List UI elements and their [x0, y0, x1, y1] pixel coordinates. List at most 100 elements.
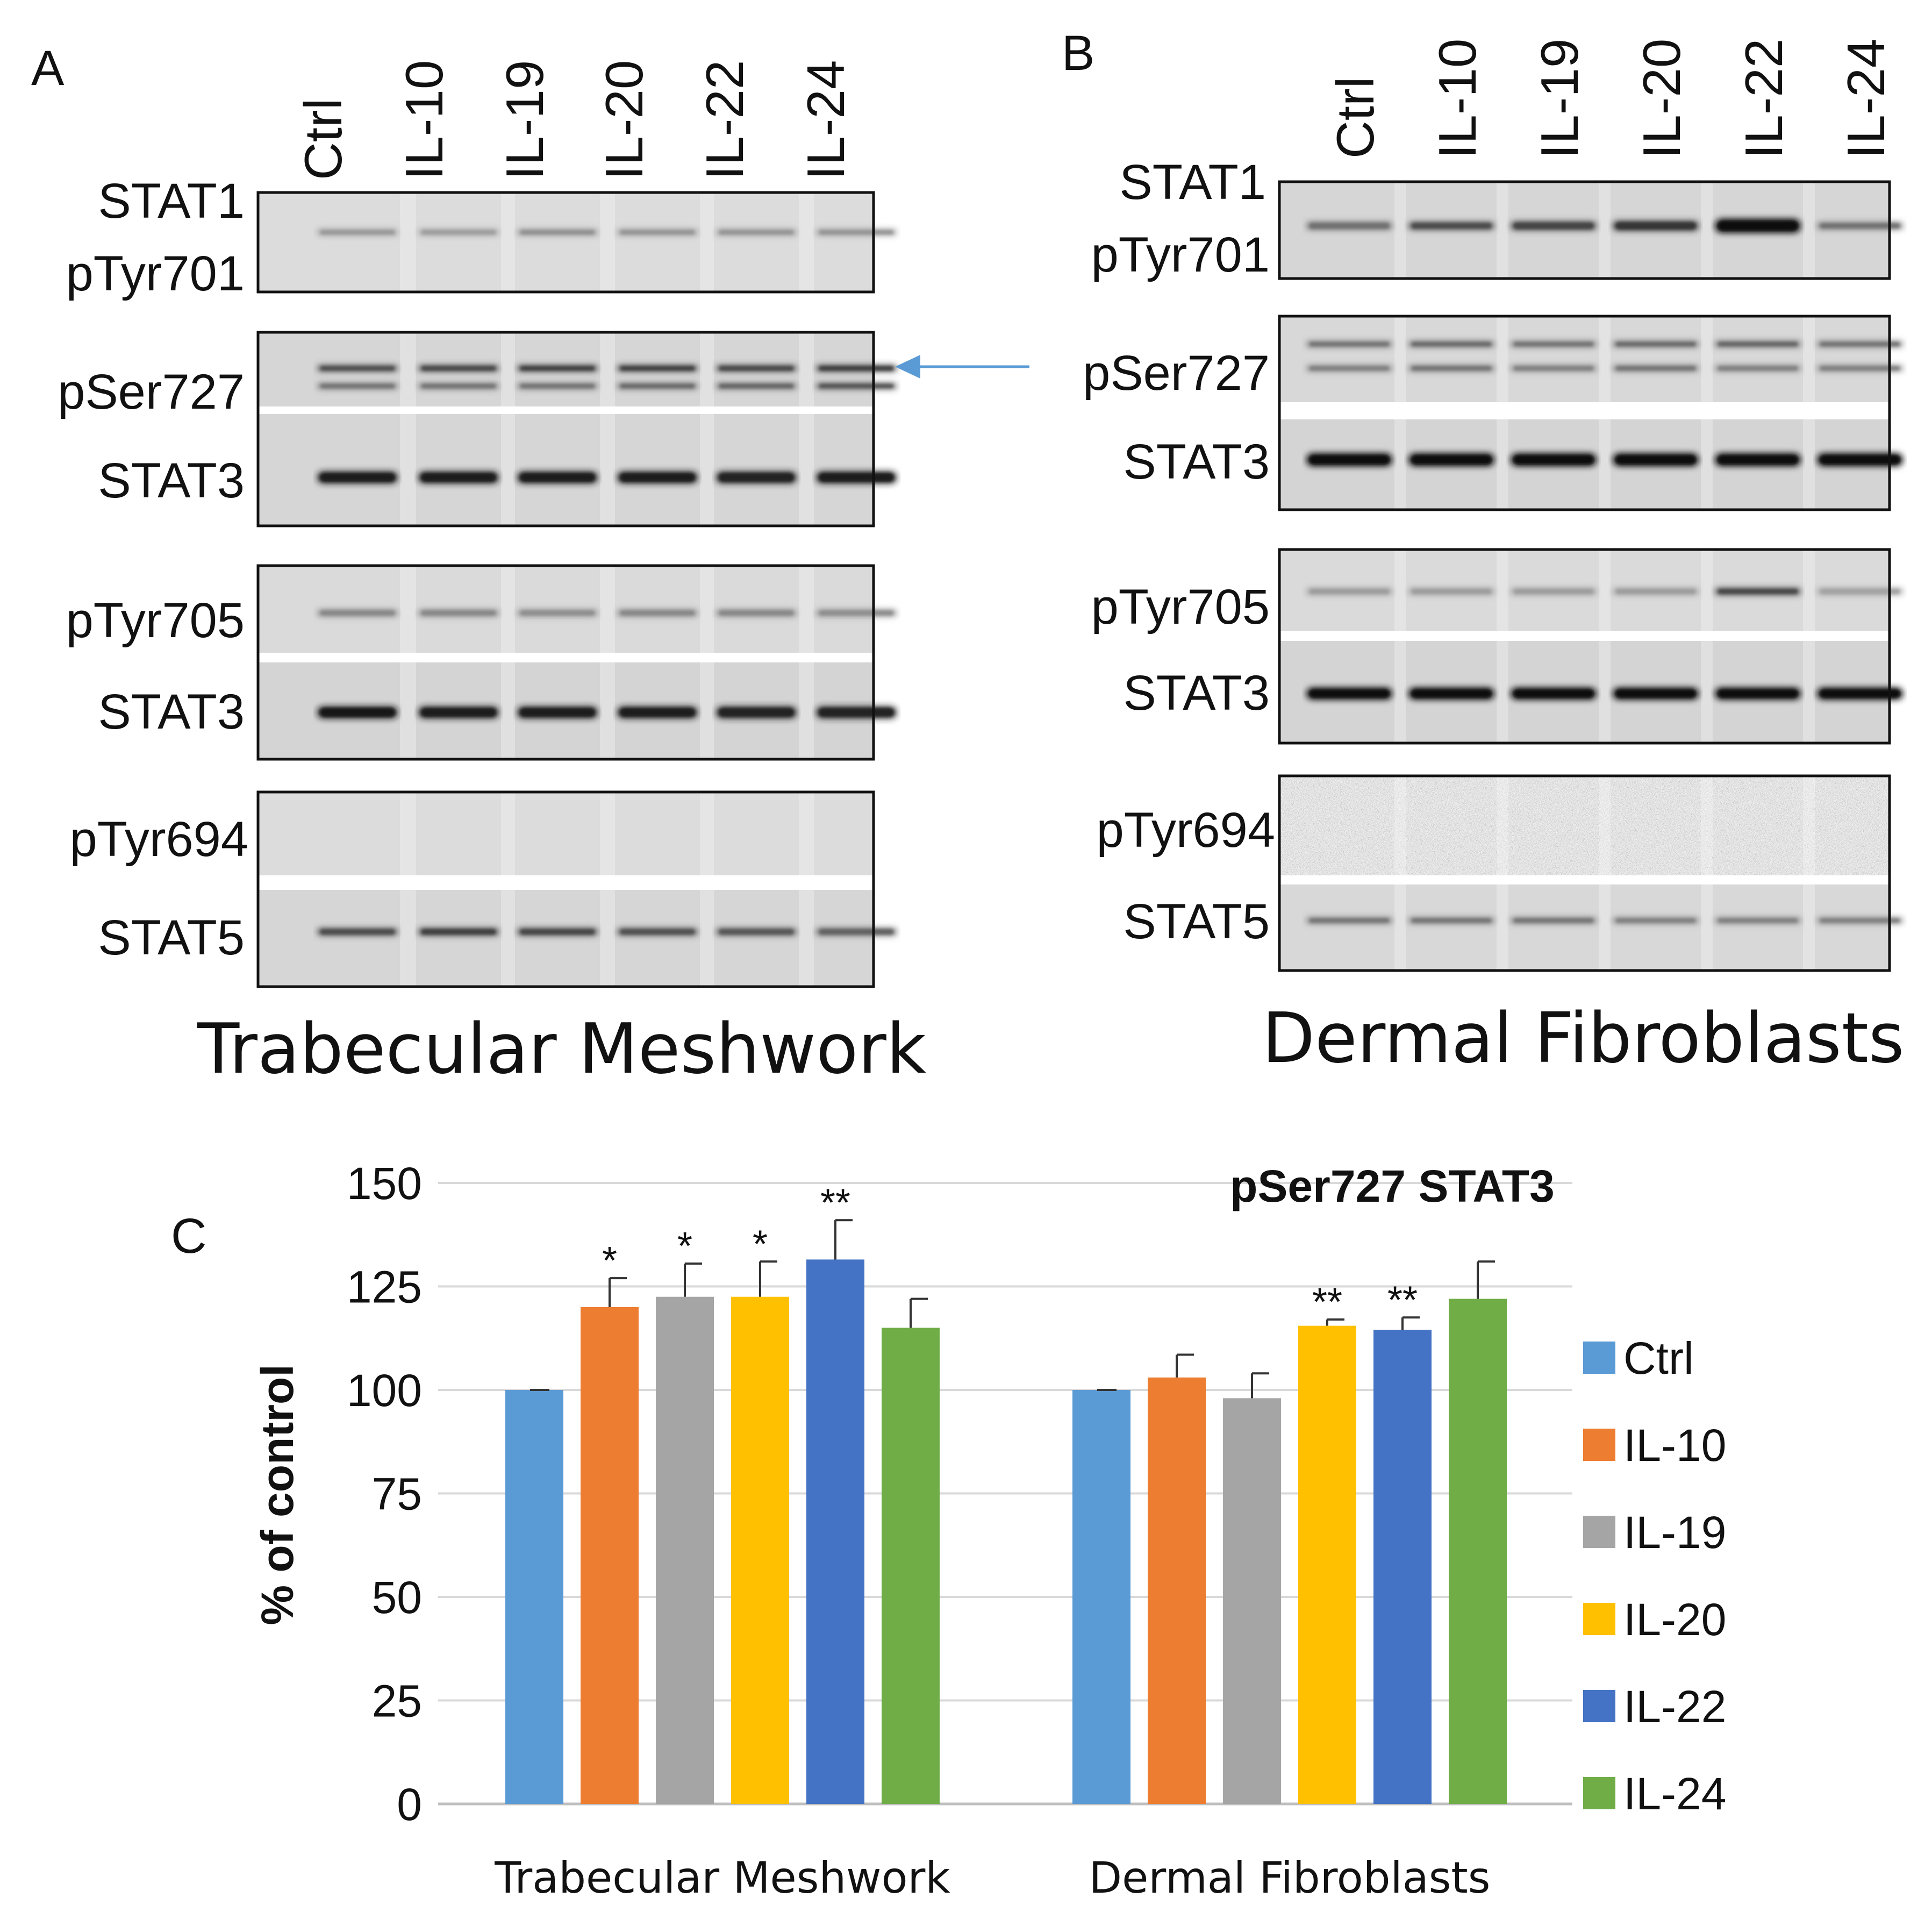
legend-swatch — [1583, 1516, 1615, 1548]
blot-band-core — [421, 366, 496, 370]
panel-a-blot-label: STAT3 — [98, 684, 245, 739]
panel-a-blot-label: pTyr694 — [70, 812, 248, 867]
blot-band-core — [1820, 224, 1900, 228]
lane-gap — [1701, 641, 1713, 743]
blot-band-core — [819, 384, 893, 388]
y-tick-label: 25 — [372, 1676, 422, 1726]
blot-band-core — [719, 366, 793, 370]
lane-gap — [1497, 316, 1508, 402]
panel-a-blot-label: STAT5 — [98, 910, 245, 965]
panel-a-blot-label: STAT1 — [98, 174, 245, 229]
lane-gap — [700, 414, 714, 526]
panel-b-blot-group — [1278, 180, 1903, 972]
panel-b-blot-label: STAT1 — [1119, 155, 1266, 210]
blot-band-core — [1412, 455, 1491, 464]
x-category-label: Trabecular Meshwork — [494, 1853, 950, 1903]
lane-gap — [600, 890, 615, 987]
bar — [581, 1307, 639, 1804]
blot-frame — [1278, 180, 1891, 280]
lane-gap — [1497, 776, 1508, 875]
blot-band-core — [1616, 589, 1695, 594]
western-blots — [256, 180, 1903, 988]
lane-gap — [600, 662, 615, 759]
lane-gap — [799, 890, 814, 987]
panel-b-lane-label: IL-10 — [1428, 39, 1487, 159]
lane-gap — [1394, 776, 1406, 875]
blot-band-core — [620, 384, 695, 388]
lane-gap — [1599, 550, 1611, 631]
panel-a-blot-labels: STAT1 pTyr701 pSer727 STAT3 pTyr705 STAT… — [58, 174, 248, 965]
panel-a-lane-label: IL-22 — [695, 60, 754, 180]
blot-frame — [256, 191, 875, 294]
lane-gap — [501, 332, 515, 406]
blot-band-core — [1718, 455, 1798, 464]
blot-strip — [258, 792, 874, 875]
lane-gap — [700, 192, 714, 292]
y-tick-label: 50 — [372, 1572, 422, 1623]
blot-band-core — [719, 708, 793, 717]
lane-gap — [1701, 316, 1713, 402]
blot-band-core — [819, 473, 893, 482]
legend-swatch — [1583, 1429, 1615, 1461]
lane-gap — [400, 890, 416, 987]
blot-band-core — [1310, 689, 1389, 698]
lane-gap — [1803, 884, 1815, 971]
blot-band-core — [620, 708, 695, 717]
blot-band-core — [520, 384, 595, 388]
panel-a-blot-label: pTyr701 — [66, 246, 245, 301]
lane-gap — [1701, 776, 1713, 875]
lane-gap — [501, 414, 515, 526]
blot-band-core — [620, 366, 695, 370]
panel-a-lane-label: IL-24 — [796, 60, 855, 180]
blot-band-core — [1514, 455, 1593, 464]
blot-band-core — [1616, 223, 1695, 229]
blot-band-core — [1514, 689, 1593, 698]
blot-band-core — [320, 929, 395, 934]
blot-band-core — [1616, 918, 1695, 923]
legend-label: IL-22 — [1623, 1681, 1726, 1732]
blot-band-core — [819, 230, 893, 234]
panel-a-letter: A — [31, 41, 65, 96]
blot-band-core — [421, 929, 496, 934]
legend-swatch — [1583, 1777, 1615, 1809]
panel-b-blot-label: pTyr701 — [1091, 227, 1270, 282]
blot-band-core — [1310, 918, 1389, 923]
blot-band-core — [520, 708, 595, 717]
panel-b-title: Dermal Fibroblasts — [1262, 998, 1904, 1079]
panel-b-lane-label: Ctrl — [1326, 77, 1385, 159]
blot-band-core — [819, 611, 893, 615]
lane-gap — [1394, 182, 1406, 279]
lane-gap — [600, 566, 615, 653]
blot-band-core — [719, 611, 793, 615]
y-tick-label: 150 — [347, 1158, 422, 1209]
blot-band-core — [1412, 918, 1491, 923]
lane-gap — [700, 662, 714, 759]
blot-band-core — [520, 473, 595, 482]
blot-strip — [1279, 316, 1890, 402]
significance-label: * — [753, 1223, 768, 1266]
panel-c-letter: C — [171, 1209, 206, 1264]
lane-gap — [1497, 550, 1508, 631]
panel-a-lane-label: IL-20 — [595, 60, 654, 180]
blot-band-core — [1718, 342, 1798, 346]
lane-gap — [700, 566, 714, 653]
blot-band-core — [520, 929, 595, 934]
bar — [731, 1296, 789, 1804]
panel-b-lane-label: IL-20 — [1632, 39, 1691, 159]
lane-gap — [1394, 316, 1406, 402]
lane-gap — [1701, 550, 1713, 631]
y-axis-label: % of control — [252, 1364, 303, 1625]
legend-label: IL-20 — [1623, 1594, 1726, 1645]
chart-title: pSer727 STAT3 — [1230, 1161, 1555, 1211]
panel-b-lane-label: IL-22 — [1734, 39, 1793, 159]
blot-band-core — [320, 366, 395, 370]
panel-b-blot-label: pTyr694 — [1097, 803, 1275, 858]
panel-a-lane-label: Ctrl — [294, 98, 353, 180]
lane-gap — [1803, 419, 1815, 510]
blot-band-core — [1616, 366, 1695, 370]
blot-strip — [258, 414, 874, 526]
lane-gap — [1803, 550, 1815, 631]
blot-band-core — [1820, 918, 1900, 923]
